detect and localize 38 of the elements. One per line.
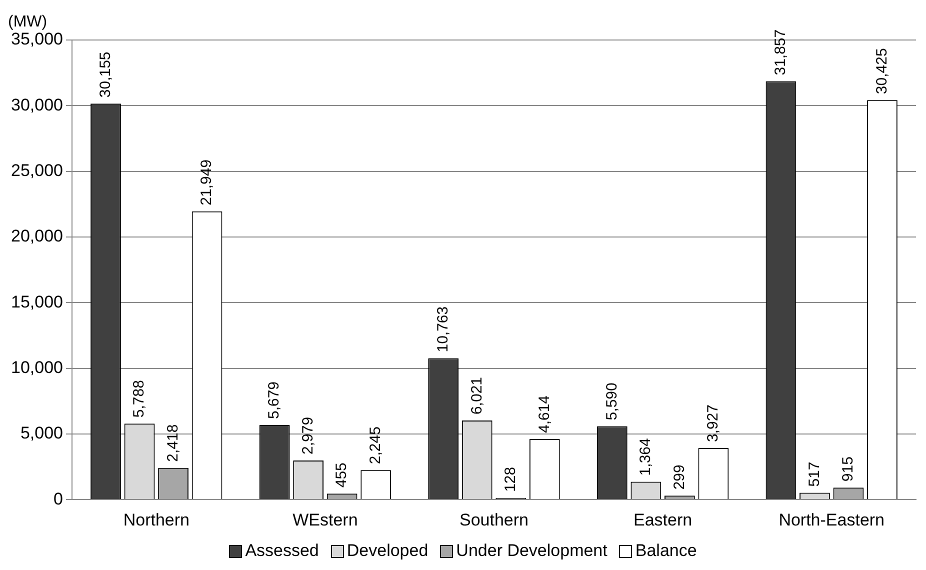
data-label: 5,788 [130,380,148,418]
data-label: 30,425 [873,48,890,94]
x-tick-label: Southern [460,510,528,530]
data-label: 4,614 [536,395,553,434]
data-label: 455 [333,462,350,488]
data-label: 5,590 [603,382,620,420]
legend-label: Assessed [245,541,319,561]
x-tick-label: Eastern [634,510,692,530]
y-tick-label: 10,000 [10,358,63,377]
data-label: 128 [502,466,520,492]
data-label: 10,763 [434,306,452,352]
data-label: 2,245 [366,426,384,464]
legend-label: Under Development [456,541,608,561]
data-label: 21,949 [198,159,216,206]
y-tick-label: 5,000 [20,424,63,443]
data-label: 6,021 [468,376,486,415]
data-label: 299 [670,464,688,490]
x-tick-label: North-Eastern [778,510,885,530]
y-axis-title: (MW) [8,13,48,30]
text: Balance [635,541,697,561]
legend-label: Developed [346,541,428,561]
data-label: 2,979 [299,416,316,454]
y-tick-label: 15,000 [10,292,63,312]
y-tick-label: 0 [54,489,63,508]
y-tick-label: 30,000 [10,95,63,114]
x-tick-label: Northern [123,510,190,530]
data-label: 2,418 [164,424,182,462]
data-label: 31,857 [772,29,790,76]
data-label: 1,364 [637,438,654,476]
data-label: 5,679 [266,381,283,420]
y-tick-label: 35,000 [10,30,63,49]
x-tick-label: WEstern [292,510,358,530]
y-tick-label: 25,000 [10,161,63,180]
data-label: 3,927 [704,404,722,442]
data-label: 915 [840,456,857,482]
y-tick-label: 20,000 [10,226,63,246]
data-label: 30,155 [96,52,114,98]
data-label: 517 [806,462,823,487]
